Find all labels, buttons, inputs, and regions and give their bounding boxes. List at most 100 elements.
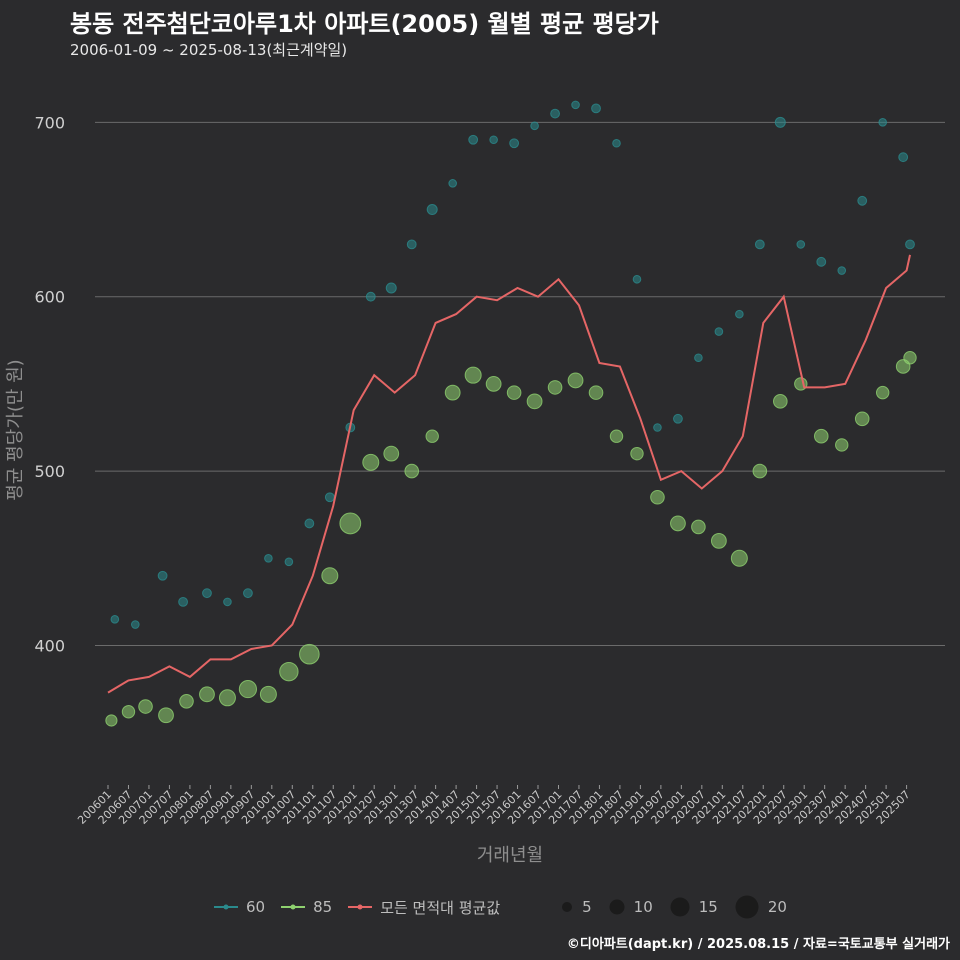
point-85 [425, 429, 439, 443]
size-20-circle-icon [735, 895, 759, 919]
legend-item-60: 60 [214, 898, 265, 916]
legend-item-average: 모든 면적대 평균값 [348, 897, 500, 918]
point-60 [304, 518, 315, 529]
legend-size-10: 10 [608, 898, 653, 916]
point-60 [365, 291, 376, 302]
point-60 [406, 239, 417, 250]
point-85 [404, 463, 420, 479]
legend-label-average: 모든 면적대 평균값 [380, 898, 501, 917]
point-60 [110, 615, 120, 624]
point-60 [284, 557, 294, 567]
point-85 [138, 699, 153, 714]
point-85 [383, 445, 400, 462]
point-60 [714, 327, 724, 336]
point-60 [243, 588, 253, 599]
point-85 [339, 512, 362, 535]
point-85 [588, 385, 604, 400]
point-85 [444, 384, 461, 401]
point-85 [813, 428, 829, 444]
point-85 [158, 707, 174, 724]
point-85 [526, 393, 543, 410]
legend-size-15: 15 [669, 896, 718, 918]
legend-label-85: 85 [313, 898, 333, 916]
point-60 [857, 195, 868, 206]
point-85 [875, 385, 890, 400]
point-60 [673, 413, 683, 424]
size-5-circle-icon [562, 902, 573, 912]
point-60 [223, 597, 232, 607]
point-60 [264, 553, 273, 563]
point-60 [131, 620, 140, 629]
legend-label-60: 60 [246, 898, 266, 916]
point-60 [898, 152, 909, 163]
point-60 [426, 204, 438, 216]
point-60 [816, 256, 827, 267]
point-60 [837, 266, 847, 275]
point-85 [567, 372, 584, 389]
point-60 [754, 239, 765, 250]
point-85 [179, 693, 194, 709]
y-axis-ticks: 400 500 600 700 [34, 113, 65, 655]
point-60 [694, 353, 703, 363]
legend-size-label-5: 5 [582, 898, 592, 916]
y-tick-label: 700 [34, 113, 65, 132]
point-60 [878, 118, 887, 127]
legend: 60 85 모든 면적대 평균값 5 10 15 20 [214, 894, 803, 920]
y-tick-label: 600 [34, 288, 65, 307]
point-85 [238, 679, 258, 699]
point-85 [321, 567, 339, 585]
point-85 [730, 549, 748, 567]
point-85 [854, 411, 870, 427]
point-85 [773, 394, 788, 409]
point-85 [903, 351, 917, 365]
point-85 [279, 661, 299, 682]
y-axis-label: 평균 평당가(만 원) [5, 359, 26, 500]
legend-swatch-60-icon [214, 904, 238, 910]
point-85 [259, 685, 277, 703]
point-85 [506, 385, 522, 400]
point-60 [448, 179, 457, 188]
point-60 [157, 570, 168, 581]
point-85 [710, 532, 727, 549]
point-60 [735, 309, 744, 319]
size-10-circle-icon [609, 899, 625, 915]
chart-title: 봉동 전주첨단코아루1차 아파트(2005) 월별 평균 평당가 [70, 10, 659, 38]
point-60 [509, 138, 520, 149]
point-85 [485, 376, 502, 392]
point-60 [591, 103, 601, 114]
point-85 [199, 686, 215, 703]
point-60 [550, 108, 560, 119]
point-85 [299, 643, 320, 665]
legend-size-5: 5 [560, 898, 592, 916]
series-60-points [110, 100, 915, 629]
point-60 [632, 274, 642, 284]
x-axis-label: 거래년월 [477, 845, 543, 866]
point-60 [774, 116, 786, 128]
legend-swatch-85-icon [281, 904, 306, 910]
point-60 [653, 423, 662, 432]
point-85 [218, 689, 236, 707]
series-85-points [105, 351, 917, 727]
y-tick-label: 500 [34, 462, 65, 481]
point-85 [121, 705, 136, 719]
point-60 [571, 100, 580, 110]
y-tick-label: 400 [34, 636, 65, 655]
point-60 [530, 121, 539, 131]
point-60 [468, 134, 479, 145]
point-85 [464, 366, 482, 384]
point-60 [489, 135, 498, 145]
point-60 [202, 588, 212, 599]
point-85 [650, 489, 665, 505]
legend-swatch-average-icon [348, 904, 373, 910]
gridlines [95, 121, 945, 646]
point-60 [324, 492, 335, 503]
point-60 [612, 138, 621, 148]
size-15-circle-icon [670, 897, 690, 917]
legend-size-20: 20 [734, 894, 787, 920]
point-60 [178, 596, 188, 607]
legend-item-85: 85 [281, 898, 332, 916]
point-85 [752, 463, 768, 479]
x-axis-ticks: 2006012006072007012007072008012008072009… [75, 785, 913, 827]
legend-size-label-15: 15 [698, 898, 718, 916]
